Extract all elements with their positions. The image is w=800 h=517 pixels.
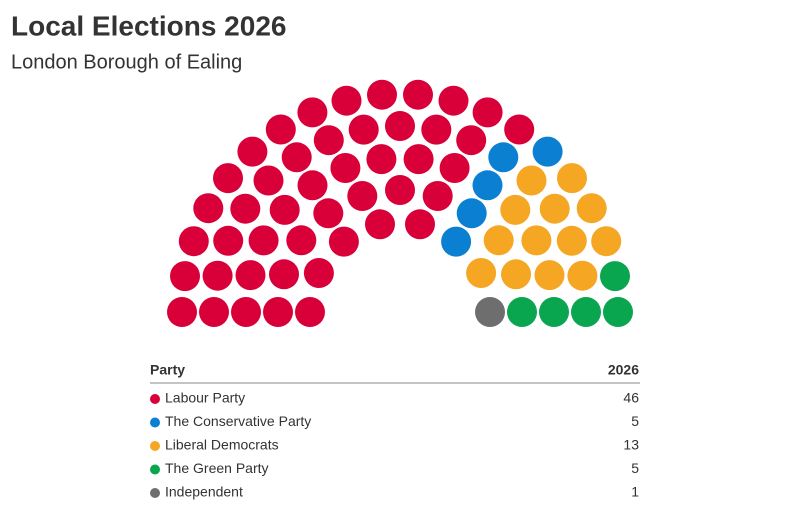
seat (567, 260, 598, 291)
seat (600, 261, 630, 292)
seat (193, 193, 224, 224)
seat (500, 194, 531, 225)
seat (539, 297, 569, 327)
seat (466, 258, 497, 288)
seat (421, 114, 452, 145)
seat-count: 1 (631, 484, 639, 500)
legend-swatch (150, 488, 160, 498)
table-header: Party (150, 362, 185, 378)
seat-count: 13 (623, 437, 639, 453)
seat (405, 209, 435, 240)
seat (265, 114, 296, 145)
seat (532, 136, 563, 167)
seat (603, 297, 633, 327)
seat (313, 125, 344, 156)
chart-subtitle: London Borough of Ealing (11, 51, 242, 73)
seat (571, 297, 601, 327)
seat (539, 193, 570, 224)
seat (231, 297, 261, 327)
seat (328, 226, 359, 257)
seat (516, 165, 547, 196)
seat (269, 194, 300, 225)
seat (483, 225, 514, 256)
seat (557, 163, 587, 194)
seat (348, 114, 379, 145)
seat (202, 260, 233, 291)
seat (472, 97, 503, 128)
legend-swatch (150, 417, 160, 428)
seat (331, 85, 362, 116)
seat (297, 97, 328, 128)
seat (488, 142, 519, 173)
seat (365, 209, 395, 240)
legend-swatch (150, 464, 160, 475)
seat (422, 181, 453, 211)
seat (456, 198, 487, 229)
seat (178, 226, 209, 257)
party-name: Liberal Democrats (165, 437, 279, 453)
seat (534, 260, 565, 291)
seat (237, 136, 268, 167)
seat (456, 125, 487, 156)
table-header: 2026 (608, 362, 639, 378)
seat (269, 259, 299, 290)
seat (199, 297, 229, 327)
seat (501, 259, 531, 290)
seat (297, 170, 328, 201)
seat (213, 225, 244, 256)
legend-swatch (150, 441, 160, 451)
seat-count: 5 (631, 413, 639, 429)
legend-swatch (150, 394, 160, 404)
seat (248, 225, 279, 256)
seat (385, 175, 415, 205)
party-name: The Green Party (165, 460, 269, 476)
seat (281, 142, 312, 173)
seat (385, 111, 415, 141)
party-name: Independent (165, 484, 243, 500)
party-name: Labour Party (165, 390, 245, 406)
seat (167, 297, 197, 327)
seat (313, 198, 344, 229)
seat (213, 163, 243, 194)
seat (576, 193, 607, 224)
seat (438, 85, 469, 116)
seat (367, 79, 397, 110)
party-name: The Conservative Party (165, 413, 311, 429)
seat (263, 297, 293, 327)
seat (295, 297, 325, 327)
seat (475, 297, 505, 327)
seat (253, 165, 284, 196)
seat (591, 226, 622, 257)
seat (441, 226, 472, 257)
seat (286, 225, 317, 256)
seat (230, 193, 261, 224)
seat (330, 153, 361, 183)
seat (347, 181, 378, 211)
seat (303, 258, 334, 288)
seat-count: 5 (631, 460, 639, 476)
chart-title: Local Elections 2026 (11, 10, 286, 41)
seat (366, 144, 397, 175)
seat (556, 225, 587, 256)
seat (504, 114, 535, 145)
seat (170, 261, 200, 292)
seat (403, 79, 433, 110)
seat (507, 297, 537, 327)
seat (521, 225, 552, 256)
seat (235, 260, 266, 291)
seat-count: 46 (623, 390, 639, 406)
seat (403, 144, 434, 175)
seat (439, 153, 470, 183)
seat (472, 170, 503, 201)
